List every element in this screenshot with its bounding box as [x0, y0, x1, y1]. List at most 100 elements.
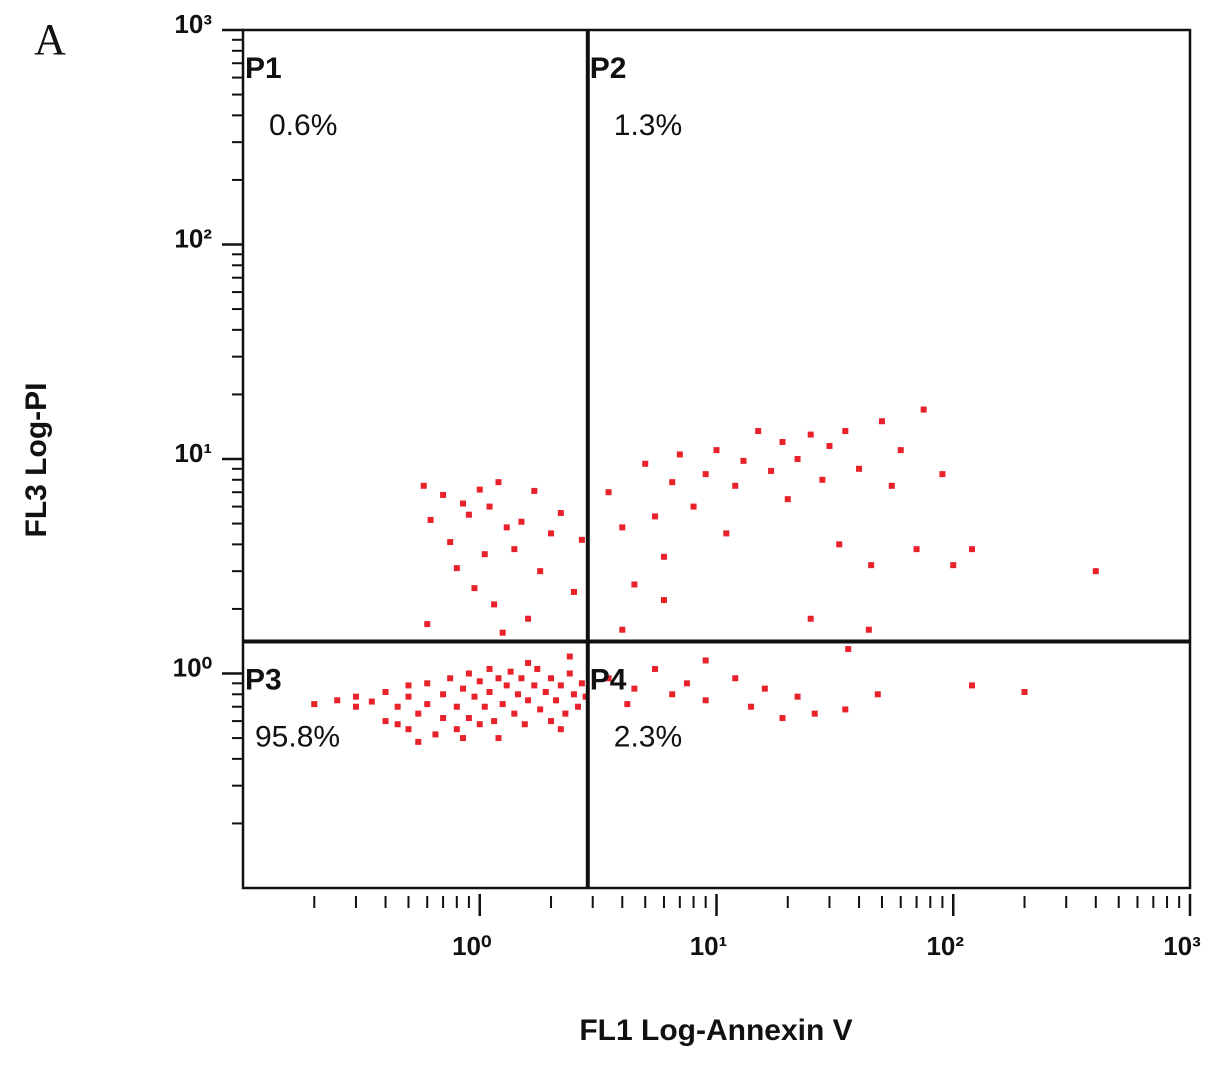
point [453, 565, 460, 572]
gate-percent: 95.8% [255, 720, 340, 753]
point [465, 511, 472, 518]
point [453, 703, 460, 710]
point [605, 489, 612, 496]
point [382, 688, 389, 695]
point [826, 442, 833, 449]
point [352, 703, 359, 710]
point [888, 482, 895, 489]
point [713, 447, 720, 454]
point [465, 715, 472, 722]
point [424, 680, 431, 687]
point [507, 668, 514, 675]
point [878, 418, 885, 425]
point [755, 428, 762, 435]
point [779, 715, 786, 722]
point [578, 680, 585, 687]
x-tick-label: 10⁰ [452, 931, 491, 961]
point [842, 428, 849, 435]
point [811, 710, 818, 717]
point [732, 675, 739, 682]
y-tick-label: 10³ [174, 9, 212, 39]
x-axis-label: FL1 Log-Annexin V [579, 1014, 852, 1047]
point [499, 701, 506, 708]
point [605, 675, 612, 682]
point [534, 665, 541, 672]
gate-name: P1 [245, 52, 282, 85]
point [779, 439, 786, 446]
point [471, 585, 478, 592]
point [476, 678, 483, 685]
point [394, 703, 401, 710]
point [503, 524, 510, 531]
point [794, 456, 801, 462]
point [427, 516, 434, 523]
point [619, 626, 626, 633]
point [424, 621, 431, 628]
point [514, 691, 521, 698]
point [856, 465, 863, 472]
point [311, 701, 318, 708]
point [913, 546, 920, 553]
gate-percent: 0.6% [269, 109, 337, 142]
point [748, 703, 755, 710]
point [525, 697, 532, 704]
point [570, 691, 577, 698]
point [453, 726, 460, 733]
point [548, 530, 555, 537]
point [807, 431, 814, 438]
point [499, 629, 506, 636]
x-tick-label: 10² [926, 931, 964, 961]
point [920, 406, 927, 413]
point [460, 500, 467, 507]
point [702, 471, 709, 478]
point [836, 541, 843, 548]
point [683, 680, 690, 687]
point [642, 460, 649, 467]
point [619, 524, 626, 531]
point [557, 510, 564, 517]
point [557, 726, 564, 733]
point [669, 691, 676, 698]
point [432, 731, 439, 738]
point [690, 503, 697, 510]
point [807, 615, 814, 622]
point [481, 703, 488, 710]
point [424, 701, 431, 708]
point [968, 682, 975, 689]
point [440, 715, 447, 722]
gate-name: P3 [245, 663, 282, 696]
point [868, 562, 875, 569]
point [574, 703, 581, 710]
point [548, 675, 555, 682]
point [702, 697, 709, 704]
point [723, 530, 730, 537]
x-tick-label: 10³ [1163, 931, 1201, 961]
point [511, 546, 518, 553]
y-tick-label: 10² [174, 223, 212, 253]
point [531, 487, 538, 494]
point [405, 726, 412, 733]
point [537, 706, 544, 713]
label-background [249, 713, 377, 754]
point [334, 697, 341, 704]
point [578, 536, 585, 543]
point [352, 693, 359, 700]
plot-frame [241, 28, 1192, 890]
point [405, 682, 412, 689]
point [548, 718, 555, 725]
point [525, 615, 532, 622]
point [1021, 688, 1028, 695]
point [481, 551, 488, 558]
point [740, 457, 747, 464]
point [652, 513, 659, 520]
point [562, 710, 569, 717]
point [447, 675, 454, 682]
point [447, 539, 454, 546]
point [939, 471, 946, 478]
point [897, 447, 904, 454]
y-tick-label: 10¹ [174, 438, 212, 468]
point [521, 721, 528, 728]
point [531, 682, 538, 689]
point [874, 691, 881, 698]
